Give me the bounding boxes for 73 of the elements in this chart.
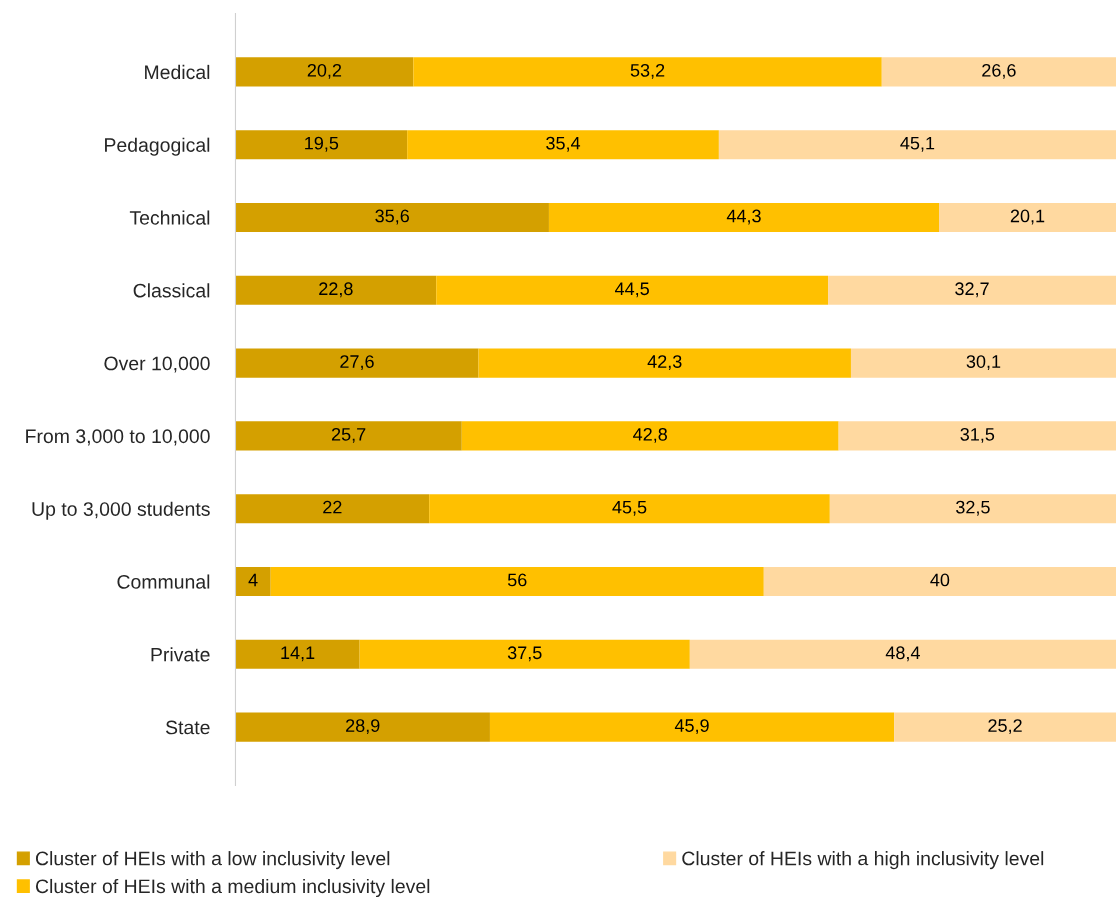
data-label: 44,3	[726, 209, 761, 225]
data-label: 25,2	[988, 719, 1022, 735]
bar	[894, 712, 1116, 742]
data-label: 32,5	[956, 500, 990, 516]
data-label: 42,8	[633, 427, 667, 443]
bar	[429, 494, 830, 524]
bar	[939, 202, 1116, 233]
data-label: 28,9	[346, 719, 380, 735]
bar	[763, 566, 1116, 597]
y-tick-label: Up to 3,000 students	[32, 501, 210, 520]
data-label: 20,2	[307, 63, 342, 79]
bar	[478, 348, 851, 378]
bar	[850, 348, 1116, 378]
data-label: 4	[248, 573, 258, 587]
bar	[461, 421, 839, 451]
data-label: 22	[323, 500, 342, 514]
data-label: 31,5	[960, 427, 995, 443]
data-label: 45,1	[900, 136, 935, 152]
data-label: 35,4	[546, 136, 581, 152]
bar	[235, 421, 462, 451]
bar	[548, 202, 940, 233]
data-label: 27,6	[340, 355, 374, 371]
bar	[235, 130, 408, 160]
bar	[359, 639, 690, 669]
bar	[235, 712, 490, 742]
data-label: 48,4	[885, 646, 920, 662]
bar	[235, 639, 360, 669]
bar	[235, 566, 271, 597]
bar	[235, 57, 414, 87]
legend-label: Cluster of HEIs with a low inclusivity level	[35, 851, 390, 870]
data-label: 40	[930, 573, 950, 587]
bar	[828, 275, 1116, 305]
data-label: 35,6	[375, 209, 409, 225]
y-tick-label: Private	[151, 647, 210, 662]
data-label: 45,5	[612, 500, 647, 516]
y-tick-label: From 3,000 to 10,000	[26, 429, 210, 446]
data-label: 44,5	[615, 282, 649, 298]
legend-label: Cluster of HEIs with a high inclusivity level	[682, 851, 1044, 870]
bar	[838, 421, 1116, 451]
bar	[829, 494, 1116, 524]
data-label: 32,7	[955, 282, 989, 298]
y-tick-label: Pedagogical	[105, 137, 210, 156]
data-label: 45,9	[674, 719, 709, 735]
data-label: 20,1	[1010, 209, 1045, 225]
bar	[413, 57, 882, 87]
data-label: 26,6	[982, 63, 1016, 79]
y-tick-label: Communal	[117, 574, 210, 589]
bar	[235, 202, 549, 233]
legend-label: Cluster of HEIs with a medium inclusivity level	[35, 878, 430, 898]
bar	[718, 130, 1116, 160]
y-tick-label: Medical	[145, 64, 210, 80]
y-tick-label: State	[165, 720, 210, 735]
bar	[689, 639, 1116, 669]
data-label: 53,2	[630, 63, 665, 79]
y-tick-label: Over 10,000	[104, 356, 210, 373]
data-label: 37,5	[507, 646, 542, 662]
bar	[407, 130, 719, 160]
bar	[436, 275, 829, 305]
bar	[235, 348, 479, 378]
data-label: 22,8	[319, 282, 353, 298]
data-label: 30,1	[966, 355, 1001, 371]
data-label: 19,5	[305, 136, 339, 152]
bar	[235, 494, 430, 524]
bar	[235, 275, 437, 305]
data-label: 25,7	[331, 427, 366, 443]
bar	[489, 712, 895, 742]
data-label: 42,3	[647, 355, 682, 371]
data-label: 14,1	[281, 646, 315, 662]
data-label: 56	[507, 573, 527, 587]
bar	[270, 566, 764, 597]
bar	[881, 57, 1116, 87]
y-tick-label: Classical	[133, 283, 210, 298]
y-tick-label: Technical	[129, 210, 210, 225]
